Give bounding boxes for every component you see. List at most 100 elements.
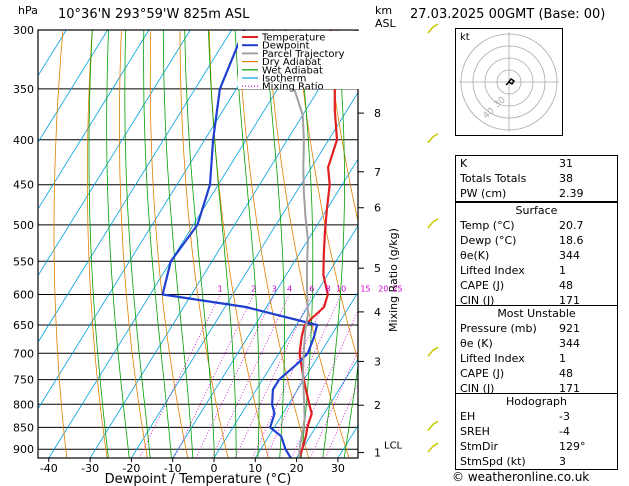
index-k: K 31 [460,157,573,170]
dry-adiabat-line [267,31,350,458]
km-tick-label: 6 [374,202,381,215]
isotherm-line [254,291,358,458]
header-datetime: 27.03.2025 00GMT (Base: 00) [410,7,606,22]
hodograph-ring-40: 40 [482,106,497,121]
dry-adiabat-line [238,31,310,458]
wind-barb [427,23,439,34]
isotherm-line [172,158,358,458]
wind-barb [427,420,439,431]
mixing-ratio-label: 3 [272,284,277,293]
surface-dewp: Dewp (°C) 18.6 [460,234,584,247]
hodo-title: Hodograph [506,395,567,408]
surface-cape: CAPE (J) 48 [460,279,573,292]
mixing-ratio-label: 15 [360,284,370,293]
km-tick-label: 5 [374,262,381,275]
mixing-ratio-line [325,382,358,458]
isotherm-line [38,30,274,410]
pressure-tick-label: 400 [13,134,34,147]
wet-adiabat-line [88,30,109,458]
hpa-label: hPa [18,4,38,17]
x-tick-label: 10 [248,462,262,475]
mixing-ratio-label: 2 [251,284,256,293]
mixing-ratio-label: 6 [309,284,314,293]
mixing-ratio-label: 8 [326,284,331,293]
pressure-tick-label: 650 [13,319,34,332]
mixing-ratio-line [234,294,312,458]
surface-title: Surface [515,204,558,217]
lcl-label: LCL [384,440,403,451]
header-location: 10°36'N 293°59'W 825m ASL [58,7,250,22]
pressure-tick-label: 350 [13,83,34,96]
x-tick-label: 0 [211,462,218,475]
mu-title: Most Unstable [497,307,576,320]
legend-item: Temperature [261,33,325,44]
hodo-eh: EH -3 [460,410,570,423]
x-tick-label: -30 [81,462,99,475]
mixing-ratio-line [211,294,290,458]
km-tick-label: 2 [374,399,381,412]
mixing-ratio-line [195,294,275,458]
mixing-ratio-label: 10 [336,284,346,293]
isotherm-line [38,30,108,144]
surface-panel: Surface Temp (°C) 20.7 Dewp (°C) 18.6 θe(K… [455,202,618,309]
legend-item: Dry Adiabat [262,57,321,68]
pressure-tick-label: 750 [13,374,34,387]
pressure-tick-label: 700 [13,347,34,360]
mu-thetae: θe (K) 344 [460,337,580,350]
hodo-sreh: SREH -4 [460,425,570,438]
x-tick-label: 20 [290,462,304,475]
dry-adiabat-line [119,31,148,458]
series-temperature [298,30,339,458]
indices-panel: K 31 Totals Totals 38 PW (cm) 2.39 [455,155,618,202]
wind-barbs [427,23,439,453]
index-pw: PW (cm) 2.39 [460,187,584,200]
isotherm-line [38,30,191,277]
pressure-tick-label: 500 [13,219,34,232]
surface-temp: Temp (°C) 20.7 [460,219,584,232]
mixing-ratio-line [251,294,329,458]
x-tick-label: -10 [164,462,182,475]
wet-adiabat-line [299,30,314,458]
km-tick-label: 8 [374,107,381,120]
surface-li: Lifted Index 1 [460,264,566,277]
mixing-ratio-line [138,294,221,458]
dry-adiabat-line [53,31,68,458]
isotherm-line [38,30,232,343]
km-tick-label: 7 [374,166,381,179]
wet-adiabat-line [234,30,260,458]
mixing-ratio-label: 20 [378,284,388,293]
surface-thetae: θe(K) 344 [460,249,580,262]
wet-adiabat-line [343,363,358,458]
dry-adiabat-line [326,31,358,223]
legend-item: Dewpoint [262,41,310,52]
isotherm-line [131,91,358,458]
most-unstable-panel: Most Unstable Pressure (mb) 921 θe (K) 344… [455,305,618,397]
mixing-ratio-label: 1 [218,284,223,293]
dry-adiabat-line [296,31,358,362]
hodograph-plot: kt 40 30 [459,32,559,132]
km-label: km [375,4,393,17]
credit: © weatheronline.co.uk [452,470,590,484]
legend-item: Parcel Trajectory [262,49,345,60]
axes: 300350400450500550600650700750800850900-… [13,24,403,486]
legend-box [238,31,360,89]
x-tick-label: 30 [331,462,345,475]
isotherm-line [38,30,150,210]
legend-item: Wet Adiabat [262,65,323,76]
hodograph: kt 40 30 [455,28,563,136]
legend-item: Mixing Ratio [262,82,324,93]
hodo-stmspd: StmSpd (kt) 3 [460,455,566,468]
series-parcel-trajectory [284,30,309,458]
dry-adiabat-line [355,31,358,51]
wet-adiabat-line [184,30,215,458]
wet-adiabat-line [322,30,345,458]
x-tick-label: -40 [40,462,58,475]
x-axis-label: Dewpoint / Temperature (°C) [105,472,292,486]
mu-pressure: Pressure (mb) 921 [460,322,580,335]
mu-cape: CAPE (J) 48 [460,367,573,380]
background-lines [38,30,358,458]
pressure-tick-label: 900 [13,443,34,456]
km-tick-label: 1 [374,447,381,460]
